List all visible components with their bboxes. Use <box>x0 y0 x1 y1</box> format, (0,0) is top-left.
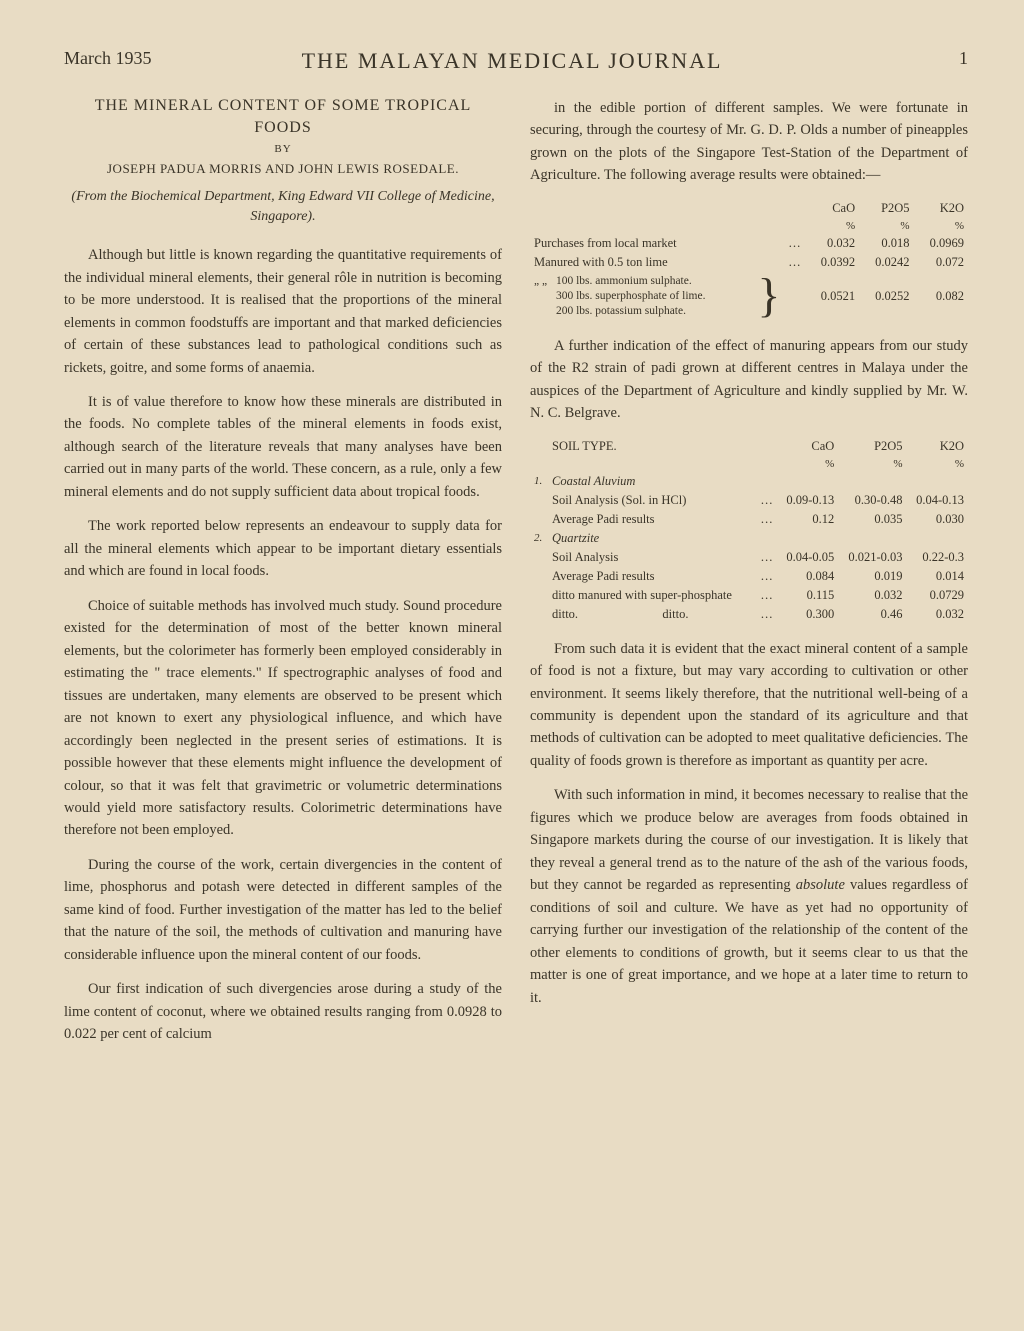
table-row: Manured with 0.5 ton lime … 0.0392 0.024… <box>530 253 968 272</box>
paragraph: in the edible portion of different sampl… <box>530 97 968 187</box>
col-k2o: K2O <box>914 199 968 218</box>
authors: JOSEPH PADUA MORRIS AND JOHN LEWIS ROSED… <box>64 161 502 177</box>
issue-date: March 1935 <box>64 48 151 69</box>
left-column: THE MINERAL CONTENT OF SOME TROPICAL FOO… <box>64 97 502 1058</box>
table-header-row: SOIL TYPE. CaO P2O5 K2O <box>530 437 968 456</box>
table-row: Soil Analysis … 0.04-0.05 0.021-0.03 0.2… <box>530 548 968 567</box>
paragraph: Our first indication of such divergencie… <box>64 978 502 1045</box>
paragraph: During the course of the work, certain d… <box>64 854 502 966</box>
brace-icon: } <box>757 265 780 327</box>
paragraph: Choice of suitable methods has involved … <box>64 595 502 842</box>
affiliation: (From the Biochemical Department, King E… <box>64 187 502 226</box>
paragraph: Although but little is known regarding t… <box>64 244 502 379</box>
paragraph: With such information in mind, it become… <box>530 784 968 1009</box>
group-header: 2. Quartzite <box>530 529 968 548</box>
brace-row: „ „ 100 lbs. ammonium sulphate. 300 lbs.… <box>530 272 968 321</box>
article-title-line2: FOODS <box>64 119 502 137</box>
table-row: Average Padi results … 0.12 0.035 0.030 <box>530 510 968 529</box>
paragraph: The work reported below represents an en… <box>64 515 502 582</box>
group-header: 1. Coastal Aluvium <box>530 472 968 491</box>
by-label: BY <box>64 143 502 155</box>
col-p2o5: P2O5 <box>859 199 913 218</box>
table-row: Soil Analysis (Sol. in HCl) … 0.09-0.13 … <box>530 491 968 510</box>
table-row: ditto. ditto. … 0.300 0.46 0.032 <box>530 605 968 624</box>
soil-type-table: SOIL TYPE. CaO P2O5 K2O % % % 1. Coastal… <box>530 437 968 624</box>
paragraph: A further indication of the effect of ma… <box>530 335 968 425</box>
paragraph: It is of value therefore to know how the… <box>64 391 502 503</box>
paragraph: From such data it is evident that the ex… <box>530 638 968 773</box>
table-header-row: CaO P2O5 K2O <box>530 199 968 218</box>
table-row: ditto manured with super-phosphate … 0.1… <box>530 586 968 605</box>
col-cao: CaO <box>805 199 859 218</box>
article-title-line1: THE MINERAL CONTENT OF SOME TROPICAL <box>64 97 502 115</box>
table-row: Average Padi results … 0.084 0.019 0.014 <box>530 567 968 586</box>
page-header: March 1935 THE MALAYAN MEDICAL JOURNAL 1 <box>64 48 968 69</box>
percent-row: % % % <box>530 218 968 234</box>
right-column: in the edible portion of different sampl… <box>530 97 968 1058</box>
percent-row: % % % <box>530 456 968 472</box>
journal-title: THE MALAYAN MEDICAL JOURNAL <box>302 48 723 74</box>
content-columns: THE MINERAL CONTENT OF SOME TROPICAL FOO… <box>64 97 968 1058</box>
page-number: 1 <box>959 48 968 69</box>
pineapple-results-table: CaO P2O5 K2O % % % Purchases from local … <box>530 199 968 321</box>
table-row: Purchases from local market … 0.032 0.01… <box>530 234 968 253</box>
